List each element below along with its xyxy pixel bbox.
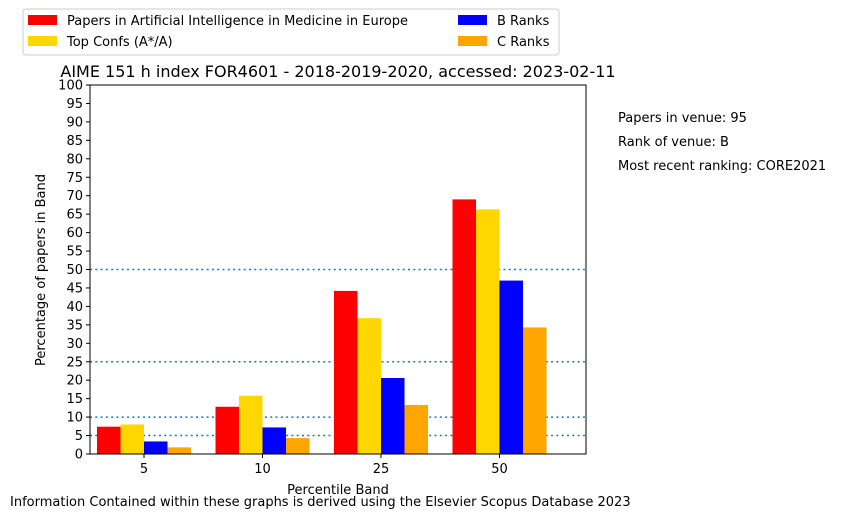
legend-swatch [458, 15, 487, 25]
bar [215, 406, 239, 454]
x-axis: 5 10 25 50 [140, 454, 508, 477]
y-tick-label: 15 [66, 392, 83, 407]
y-tick-label: 40 [66, 300, 83, 315]
y-tick-label: 45 [66, 281, 83, 296]
legend-label: Top Confs (A*/A) [66, 35, 173, 50]
bar [262, 427, 286, 454]
y-tick-label: 25 [66, 355, 83, 370]
chart-title: AIME 151 h index FOR4601 - 2018-2019-202… [60, 62, 615, 81]
bar [476, 209, 500, 454]
legend-label: Papers in Artificial Intelligence in Med… [67, 14, 408, 29]
legend-swatch [458, 36, 487, 46]
bar [334, 290, 358, 454]
rank-of-venue-note: Rank of venue: B [618, 135, 729, 150]
y-tick-label: 10 [66, 411, 83, 426]
legend-label: B Ranks [497, 14, 550, 29]
y-tick-label: 55 [66, 245, 83, 260]
x-tick-label: 25 [373, 462, 390, 477]
y-tick-label: 75 [66, 171, 83, 186]
x-tick-label: 10 [254, 462, 271, 477]
papers-in-venue-note: Papers in venue: 95 [618, 111, 747, 126]
y-tick-label: 70 [66, 189, 83, 204]
y-tick-label: 0 [75, 448, 83, 463]
y-tick-label: 100 [58, 79, 83, 94]
bar [167, 447, 191, 454]
bar [404, 404, 428, 454]
bar [144, 441, 168, 454]
y-tick-label: 90 [66, 115, 83, 130]
y-tick-label: 20 [66, 374, 83, 389]
legend-label: C Ranks [497, 35, 550, 50]
data-source-footer: Information Contained within these graph… [10, 495, 631, 510]
x-tick-label: 50 [491, 462, 508, 477]
y-tick-label: 5 [75, 429, 83, 444]
bars [97, 199, 547, 454]
bar [286, 438, 310, 454]
y-tick-label: 50 [66, 263, 83, 278]
bar [499, 280, 523, 454]
y-tick-label: 30 [66, 337, 83, 352]
y-tick-label: 65 [66, 208, 83, 223]
bar [452, 199, 476, 454]
bar [120, 424, 144, 454]
y-tick-label: 85 [66, 134, 83, 149]
bar [97, 426, 121, 454]
y-tick-label: 95 [66, 97, 83, 112]
bar [523, 327, 547, 454]
y-axis-label: Percentage of papers in Band [34, 174, 49, 366]
most-recent-ranking-note: Most recent ranking: CORE2021 [618, 159, 827, 174]
legend-swatch [28, 36, 57, 46]
bar [357, 318, 381, 454]
y-tick-label: 80 [66, 152, 83, 167]
legend-swatch [28, 15, 57, 25]
y-axis: 0 5 10 15 20 25 30 35 40 45 50 55 60 65 70 75 80 85 90 95 10… [58, 79, 90, 463]
bar [381, 377, 405, 454]
x-axis-label: Percentile Band [287, 483, 389, 498]
legend: Papers in Artificial Intelligence in Med… [22, 8, 560, 56]
y-tick-label: 60 [66, 226, 83, 241]
legend-box [22, 8, 560, 56]
bar [239, 395, 263, 454]
y-tick-label: 35 [66, 318, 83, 333]
x-tick-label: 5 [140, 462, 148, 477]
